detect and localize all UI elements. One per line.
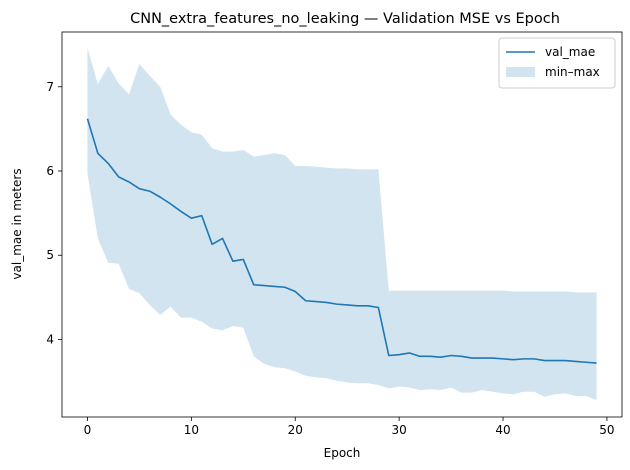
legend-frame: [498, 37, 616, 89]
plot-area: [86, 48, 597, 401]
x-tick-label: 10: [184, 423, 199, 437]
y-axis: 4 5 6 7: [46, 80, 62, 346]
legend-label-min-max: min–max: [545, 65, 600, 79]
y-tick-label: 5: [46, 248, 54, 262]
x-axis-title: Epoch: [324, 446, 361, 460]
y-tick-label: 6: [46, 164, 54, 178]
legend-swatch-band: [506, 67, 535, 77]
x-tick-label: 0: [84, 423, 92, 437]
y-tick-label: 7: [46, 80, 54, 94]
y-axis-title: val_mae in meters: [10, 168, 24, 279]
plot-frame: [61, 31, 623, 418]
legend-label-val-mae: val_mae: [545, 45, 595, 59]
x-tick-label: 30: [392, 423, 407, 437]
y-tick-label: 4: [46, 332, 54, 346]
x-tick-label: 40: [495, 423, 510, 437]
x-axis: 0 10 20 30 40 50: [84, 417, 615, 437]
x-tick-label: 20: [288, 423, 303, 437]
chart-title: CNN_extra_features_no_leaking — Validati…: [130, 11, 560, 27]
x-tick-label: 50: [599, 423, 614, 437]
series-min-max-band: [87, 48, 597, 401]
series-val-mae-line: [86, 118, 597, 364]
legend: val_mae min–max: [498, 37, 616, 89]
